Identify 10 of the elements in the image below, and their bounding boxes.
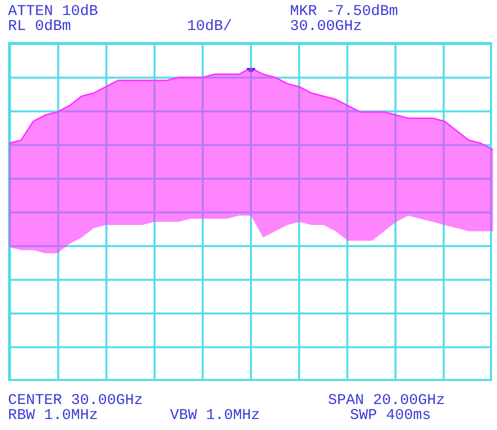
text: RL 0dBm — [8, 18, 72, 35]
text: SPAN 20.00GHz — [328, 392, 446, 409]
text: SWP 400ms — [350, 407, 432, 424]
text: 30.00GHz — [290, 18, 362, 35]
text: VBW 1.0MHz — [170, 407, 260, 424]
text: ATTEN 10dB — [8, 3, 98, 20]
text: MKR -7.50dBm — [290, 3, 398, 20]
text: RBW 1.0MHz — [8, 407, 98, 424]
text: 10dB/ — [187, 18, 232, 35]
text: CENTER 30.00GHz — [8, 392, 144, 409]
